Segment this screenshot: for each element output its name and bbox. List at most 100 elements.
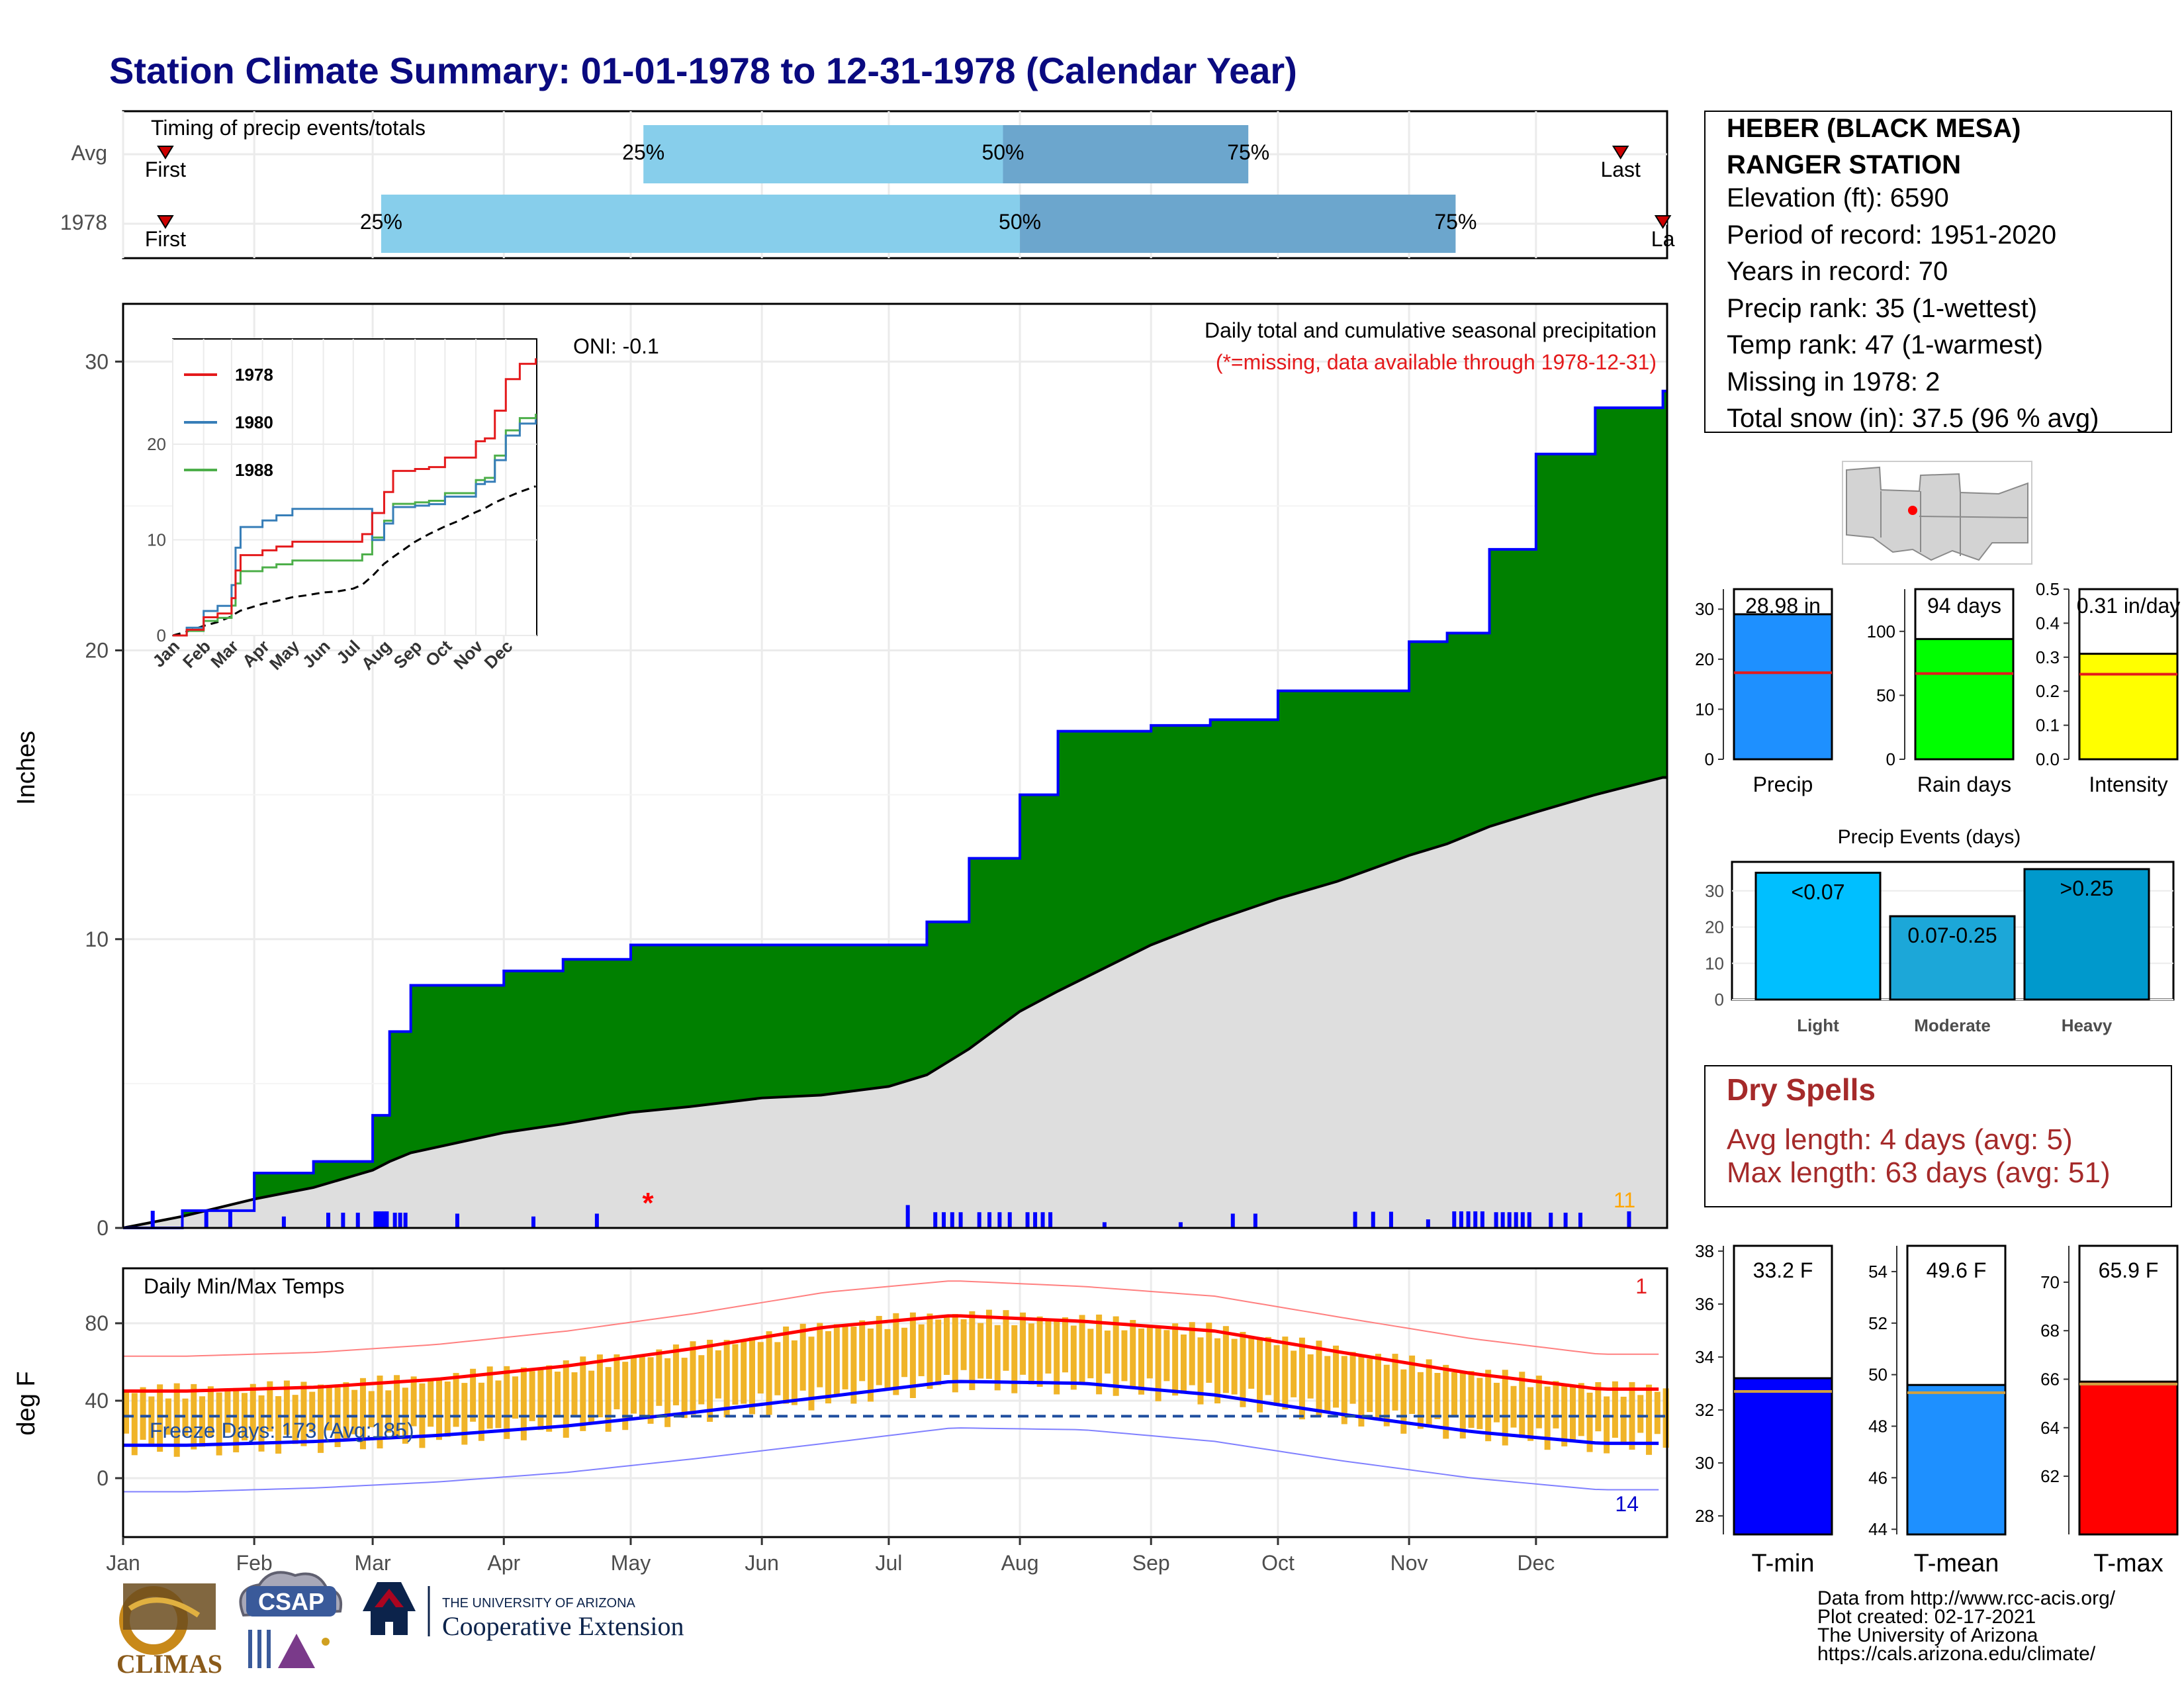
- daily-temp-bar: [952, 1314, 958, 1393]
- daily-temp-bar: [698, 1355, 705, 1405]
- events-bar-heavy: [2023, 868, 2150, 1001]
- daily-temp-bar: [1646, 1384, 1653, 1455]
- daily-precip-bar: [1388, 1211, 1393, 1228]
- daily-temp-bar: [1214, 1338, 1221, 1404]
- station-elevation: Elevation (ft): 6590: [1727, 183, 1949, 212]
- daily-temp-bar: [1333, 1345, 1340, 1408]
- daily-temp-bar: [614, 1354, 620, 1409]
- daily-temp-bar: [165, 1398, 171, 1435]
- timing-label: Timing of precip events/totals: [151, 116, 426, 140]
- daily-temp-bar: [1070, 1325, 1077, 1390]
- daily-temp-bar: [461, 1383, 468, 1445]
- daily-temp-bar: [1468, 1371, 1475, 1429]
- daily-temp-bar: [960, 1319, 967, 1370]
- daily-precip-bar: [1048, 1212, 1053, 1228]
- daily-precip-bar: [355, 1212, 360, 1228]
- record-min-line: [123, 1427, 1659, 1493]
- daily-temp-bar: [537, 1370, 544, 1430]
- daily-temp-bar: [580, 1356, 586, 1431]
- station-precip-rank: Precip rank: 35 (1-wettest): [1727, 294, 2037, 323]
- daily-temp-bar: [173, 1383, 180, 1457]
- daily-temp-bar: [1096, 1314, 1103, 1395]
- daily-precip-bar: [398, 1212, 402, 1228]
- events-bar-label: >0.25: [2060, 876, 2114, 900]
- daily-precip-bar: [1033, 1212, 1038, 1228]
- daily-temp-bar: [1375, 1354, 1381, 1419]
- daily-temp-bar: [123, 1391, 129, 1434]
- summary-value-label: 94 days: [1927, 594, 2001, 618]
- daily-precip-bar: [905, 1205, 910, 1228]
- daily-temp-bar: [1553, 1381, 1559, 1429]
- precip-y-axis-label: Inches: [13, 731, 40, 805]
- daily-temp-bar: [504, 1366, 510, 1439]
- daily-precip-bar: [1549, 1212, 1553, 1228]
- record-max-line: [123, 1280, 1659, 1357]
- daily-temp-bar: [1527, 1387, 1534, 1441]
- dry-spells-title: Dry Spells: [1727, 1072, 1876, 1107]
- missing-marker: *: [642, 1187, 654, 1219]
- daily-temp-bar: [1104, 1331, 1111, 1374]
- events-bar-label: <0.07: [1792, 880, 1845, 904]
- daily-temp-bar: [978, 1323, 984, 1379]
- dry-spells-box: Dry Spells Avg length: 4 days (avg: 5) M…: [1704, 1065, 2172, 1207]
- events-bar-label: 0.07-0.25: [1907, 923, 1997, 947]
- timing-last-label: Last: [1600, 158, 1641, 181]
- temp-tick-label: 66: [2040, 1370, 2060, 1389]
- daily-precip-bar: [1507, 1212, 1512, 1228]
- daily-temp-bar: [766, 1331, 772, 1415]
- daily-temp-bar: [1400, 1369, 1407, 1434]
- daily-temp-bar: [1459, 1371, 1466, 1439]
- daily-temp-bar: [359, 1378, 366, 1450]
- daily-temp-bar: [1358, 1354, 1365, 1427]
- daily-temp-bar: [969, 1311, 976, 1390]
- month-tick-label: Feb: [236, 1551, 273, 1575]
- timing-q75-label: 75%: [1434, 210, 1477, 234]
- month-tick-label: Nov: [1390, 1551, 1428, 1575]
- daily-precip-bar: [150, 1211, 155, 1228]
- daily-temp-bar: [157, 1384, 163, 1452]
- daily-temp-bar: [1510, 1385, 1517, 1428]
- precip-header: Daily total and cumulative seasonal prec…: [1205, 318, 1657, 342]
- temp-tick-label: 38: [1695, 1241, 1714, 1261]
- summary-bar-intensity: [2078, 653, 2179, 761]
- daily-temp-bar: [216, 1392, 222, 1456]
- temp-tick-label: 32: [1695, 1400, 1714, 1420]
- daily-precip-bar: [1459, 1211, 1463, 1228]
- daily-temp-bar: [715, 1350, 721, 1399]
- precip-y-tick-label: 0: [97, 1216, 109, 1240]
- inset-y-tick-label: 10: [147, 530, 166, 549]
- daily-temp-bar: [631, 1355, 637, 1414]
- daily-temp-bar: [783, 1326, 790, 1404]
- timing-q50-label: 50%: [999, 210, 1041, 234]
- daily-temp-bar: [1240, 1332, 1246, 1407]
- daily-temp-bar: [1604, 1396, 1610, 1454]
- daily-temp-bar: [1417, 1372, 1424, 1429]
- daily-precip-bar: [1500, 1212, 1505, 1228]
- daily-temp-bar: [1341, 1356, 1347, 1425]
- temp-bar-t-mean: [1906, 1383, 2007, 1536]
- inset-avg-line: [172, 485, 537, 637]
- timing-last-marker: [1654, 215, 1672, 229]
- station-info-box: HEBER (BLACK MESA) RANGER STATION Elevat…: [1704, 111, 2172, 433]
- daily-precip-bar: [326, 1212, 331, 1228]
- daily-temp-bar: [1180, 1334, 1187, 1394]
- footer-line-1: Data from http://www.rcc-acis.org/: [1817, 1587, 2116, 1609]
- daily-precip-bar: [1466, 1211, 1471, 1228]
- daily-temp-bar: [1502, 1370, 1508, 1446]
- inset-1980-line: [173, 419, 537, 637]
- daily-temp-bar: [1231, 1338, 1238, 1395]
- daily-temp-bar: [1248, 1338, 1255, 1389]
- daily-temp-bar: [275, 1396, 282, 1454]
- daily-temp-bar: [1367, 1358, 1373, 1413]
- daily-precip-bar: [341, 1212, 345, 1228]
- temp-y-tick-label: 80: [85, 1311, 109, 1335]
- daily-temp-bar: [1155, 1325, 1161, 1401]
- daily-temp-bar: [808, 1336, 815, 1411]
- daily-temp-bar: [1222, 1326, 1229, 1393]
- precip-1978-line: [123, 389, 1667, 1229]
- station-name-line2: RANGER STATION: [1727, 150, 1961, 179]
- daily-precip-bar: [997, 1212, 1002, 1228]
- daily-precip-bar: [204, 1209, 208, 1228]
- daily-temp-bar: [1189, 1322, 1195, 1385]
- summary-tick-label: 0: [1886, 749, 1895, 769]
